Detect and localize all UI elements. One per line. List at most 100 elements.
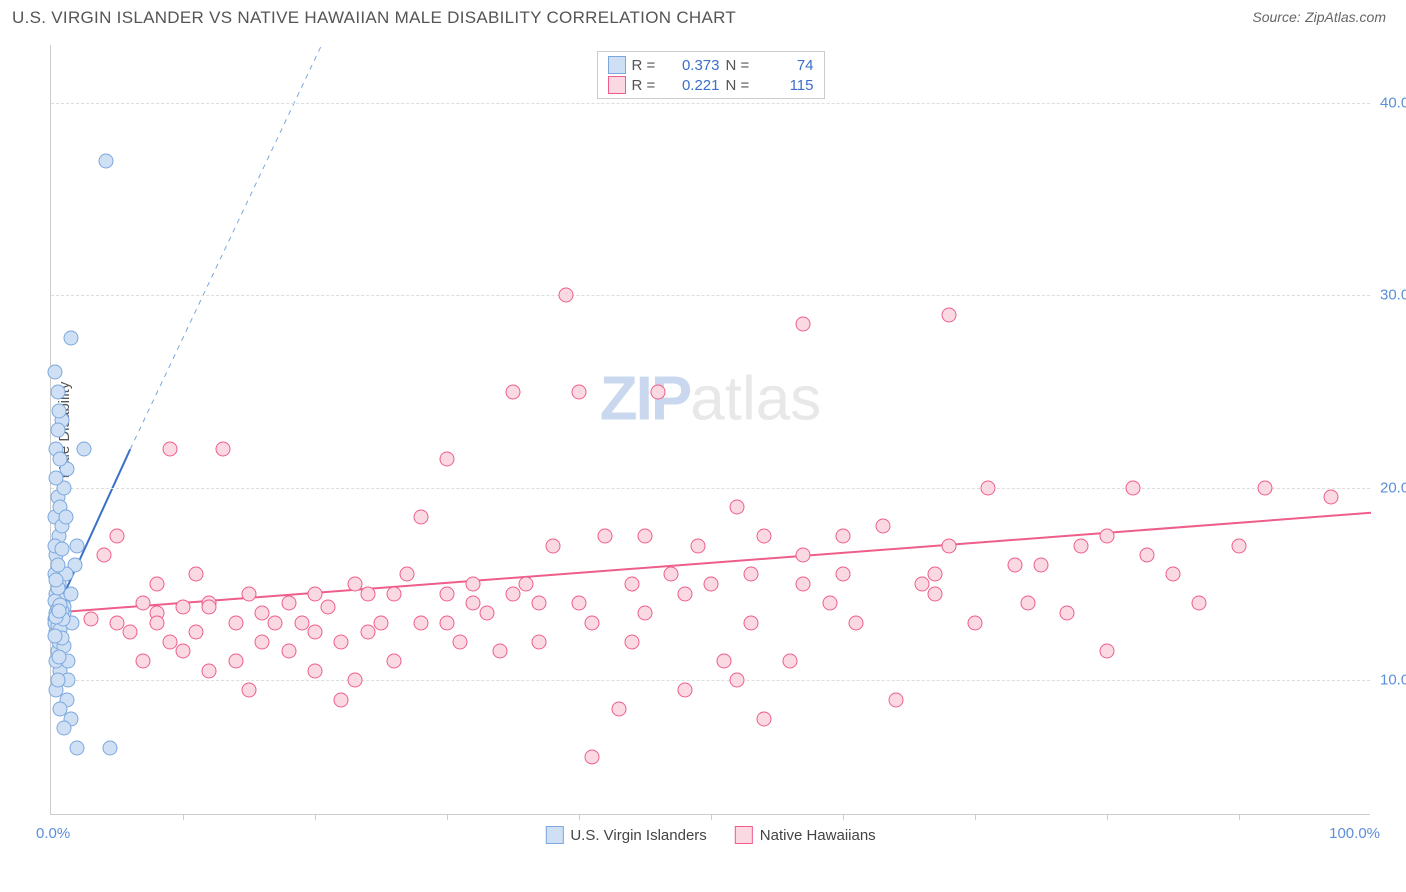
scatter-point [690,538,705,553]
scatter-point [1232,538,1247,553]
scatter-point [202,663,217,678]
scatter-point [360,586,375,601]
scatter-point [756,528,771,543]
scatter-point [228,615,243,630]
scatter-point [440,586,455,601]
scatter-point [413,615,428,630]
scatter-point [149,577,164,592]
scatter-point [783,654,798,669]
scatter-point [730,500,745,515]
scatter-point [440,615,455,630]
scatter-point [519,577,534,592]
y-tick-label: 40.0% [1380,94,1406,111]
x-axis-min-label: 0.0% [36,825,70,842]
scatter-point [928,567,943,582]
scatter-point [308,586,323,601]
scatter-point [63,330,78,345]
scatter-point [334,692,349,707]
scatter-point [308,663,323,678]
scatter-point [413,509,428,524]
scatter-point [572,384,587,399]
scatter-point [888,692,903,707]
scatter-point [49,573,64,588]
scatter-point [321,600,336,615]
scatter-point [255,634,270,649]
scatter-point [743,567,758,582]
scatter-point [268,615,283,630]
scatter-point [440,451,455,466]
legend-a-r: 0.373 [670,57,720,74]
scatter-point [532,596,547,611]
scatter-point [70,740,85,755]
scatter-point [466,577,481,592]
trend-lines-layer [51,45,1370,814]
scatter-point [347,673,362,688]
scatter-point [103,740,118,755]
legend-n-label: N = [726,57,758,74]
y-tick-label: 30.0% [1380,287,1406,304]
scatter-point [50,673,65,688]
legend-b-r: 0.221 [670,77,720,94]
scatter-point [374,615,389,630]
x-tick-mark [1239,814,1240,820]
scatter-point [624,634,639,649]
legend-item-a: U.S. Virgin Islanders [545,826,706,844]
scatter-point [1100,644,1115,659]
scatter-point [796,548,811,563]
scatter-point [50,557,65,572]
scatter-point [77,442,92,457]
scatter-point [189,567,204,582]
scatter-point [51,403,66,418]
correlation-legend: R = 0.373 N = 74 R = 0.221 N = 115 [597,51,825,99]
x-tick-mark [975,814,976,820]
scatter-point [1324,490,1339,505]
scatter-point [1126,480,1141,495]
scatter-point [585,615,600,630]
scatter-point [136,596,151,611]
scatter-point [242,586,257,601]
chart-title: U.S. VIRGIN ISLANDER VS NATIVE HAWAIIAN … [12,8,736,28]
legend-row-b: R = 0.221 N = 115 [608,75,814,95]
scatter-point [743,615,758,630]
x-tick-mark [711,814,712,820]
scatter-point [1100,528,1115,543]
scatter-point [585,750,600,765]
scatter-point [453,634,468,649]
scatter-point [228,654,243,669]
scatter-point [110,615,125,630]
scatter-point [651,384,666,399]
scatter-point [294,615,309,630]
scatter-point [941,307,956,322]
scatter-point [941,538,956,553]
scatter-point [1034,557,1049,572]
source-label: Source: [1252,9,1300,25]
scatter-point [532,634,547,649]
scatter-point [70,538,85,553]
scatter-point [255,605,270,620]
scatter-point [308,625,323,640]
scatter-point [281,596,296,611]
scatter-point [730,673,745,688]
scatter-point [334,634,349,649]
scatter-point [63,586,78,601]
scatter-point [136,654,151,669]
scatter-point [96,548,111,563]
scatter-point [849,615,864,630]
scatter-point [242,682,257,697]
scatter-point [611,702,626,717]
scatter-point [1139,548,1154,563]
scatter-point [1007,557,1022,572]
scatter-point [215,442,230,457]
scatter-point [822,596,837,611]
scatter-point [664,567,679,582]
scatter-point [466,596,481,611]
scatter-point [506,384,521,399]
scatter-point [677,682,692,697]
scatter-point [624,577,639,592]
x-tick-mark [447,814,448,820]
scatter-point [57,721,72,736]
scatter-point [1192,596,1207,611]
trend-line [130,45,321,449]
scatter-point [479,605,494,620]
scatter-point [51,603,66,618]
